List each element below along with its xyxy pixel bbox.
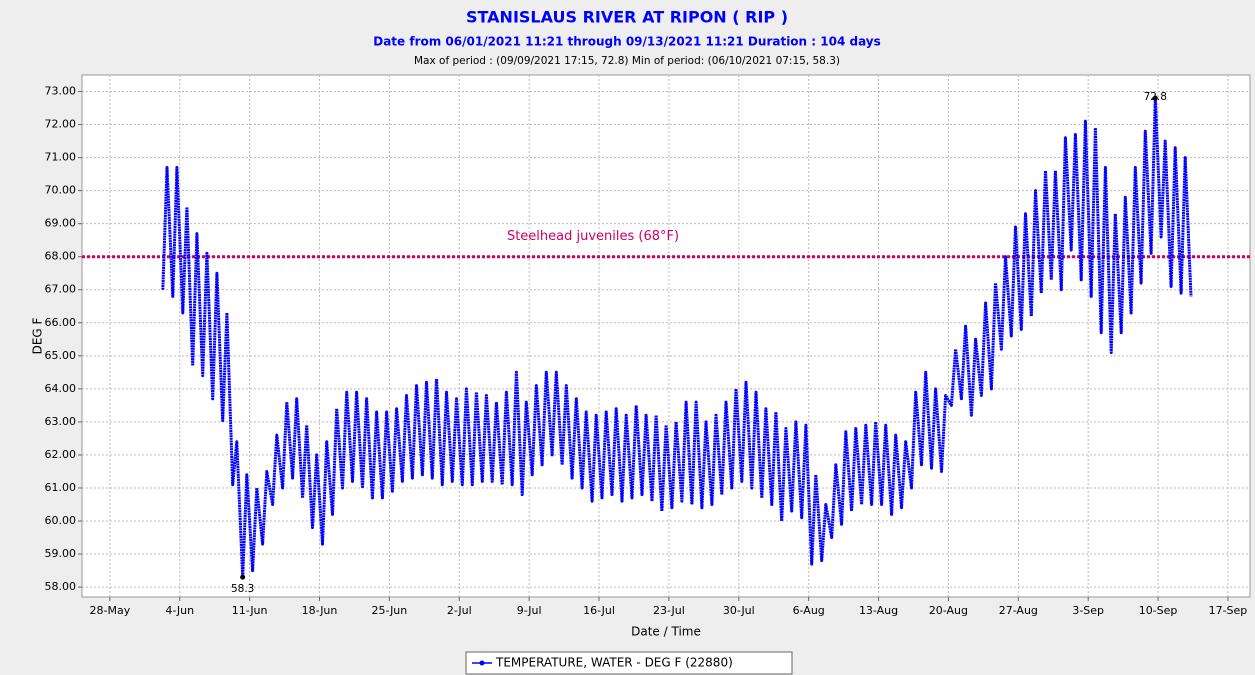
y-tick-label: 65.00 bbox=[45, 349, 77, 362]
x-tick-label: 13-Aug bbox=[859, 604, 898, 617]
y-axis-label: DEG F bbox=[31, 317, 45, 354]
x-tick-label: 10-Sep bbox=[1139, 604, 1178, 617]
x-tick-label: 20-Aug bbox=[929, 604, 968, 617]
y-tick-label: 68.00 bbox=[45, 250, 77, 263]
x-tick-label: 6-Aug bbox=[793, 604, 825, 617]
x-tick-label: 25-Jun bbox=[371, 604, 407, 617]
x-tick-label: 17-Sep bbox=[1209, 604, 1248, 617]
legend-marker bbox=[479, 660, 485, 666]
x-tick-label: 28-May bbox=[90, 604, 131, 617]
x-tick-label: 11-Jun bbox=[232, 604, 268, 617]
y-tick-label: 63.00 bbox=[45, 415, 77, 428]
chart-subtitle: Date from 06/01/2021 11:21 through 09/13… bbox=[373, 35, 881, 49]
y-tick-label: 70.00 bbox=[45, 184, 77, 197]
x-axis-label: Date / Time bbox=[631, 625, 701, 639]
x-tick-label: 27-Aug bbox=[999, 604, 1038, 617]
y-tick-label: 60.00 bbox=[45, 514, 77, 527]
x-tick-label: 16-Jul bbox=[583, 604, 615, 617]
y-tick-label: 72.00 bbox=[45, 118, 77, 131]
x-tick-label: 9-Jul bbox=[517, 604, 542, 617]
period-note: Max of period : (09/09/2021 17:15, 72.8)… bbox=[414, 55, 840, 67]
x-tick-label: 18-Jun bbox=[302, 604, 338, 617]
y-tick-label: 61.00 bbox=[45, 481, 77, 494]
x-tick-label: 3-Sep bbox=[1072, 604, 1104, 617]
annotation-point bbox=[1152, 95, 1158, 101]
plot-area bbox=[81, 74, 1251, 598]
chart-title: STANISLAUS RIVER AT RIPON ( RIP ) bbox=[466, 8, 788, 27]
x-tick-label: 23-Jul bbox=[653, 604, 685, 617]
y-tick-label: 71.00 bbox=[45, 151, 77, 164]
legend-label: TEMPERATURE, WATER - DEG F (22880) bbox=[495, 656, 733, 670]
y-tick-label: 58.00 bbox=[45, 580, 77, 593]
y-tick-label: 59.00 bbox=[45, 547, 77, 560]
reference-label: Steelhead juveniles (68°F) bbox=[507, 229, 679, 244]
y-tick-label: 66.00 bbox=[45, 316, 77, 329]
y-tick-label: 62.00 bbox=[45, 448, 77, 461]
x-tick-label: 30-Jul bbox=[723, 604, 755, 617]
series-line bbox=[161, 96, 1193, 579]
y-tick-label: 64.00 bbox=[45, 382, 77, 395]
y-tick-label: 69.00 bbox=[45, 217, 77, 230]
annotation-label: 72.8 bbox=[1144, 91, 1167, 103]
legend bbox=[465, 651, 793, 675]
annotation-point bbox=[240, 574, 246, 580]
y-tick-label: 67.00 bbox=[45, 283, 77, 296]
annotation-label: 58.3 bbox=[231, 583, 254, 595]
x-tick-label: 4-Jun bbox=[165, 604, 194, 617]
y-tick-label: 73.00 bbox=[45, 85, 77, 98]
x-tick-label: 2-Jul bbox=[447, 604, 472, 617]
